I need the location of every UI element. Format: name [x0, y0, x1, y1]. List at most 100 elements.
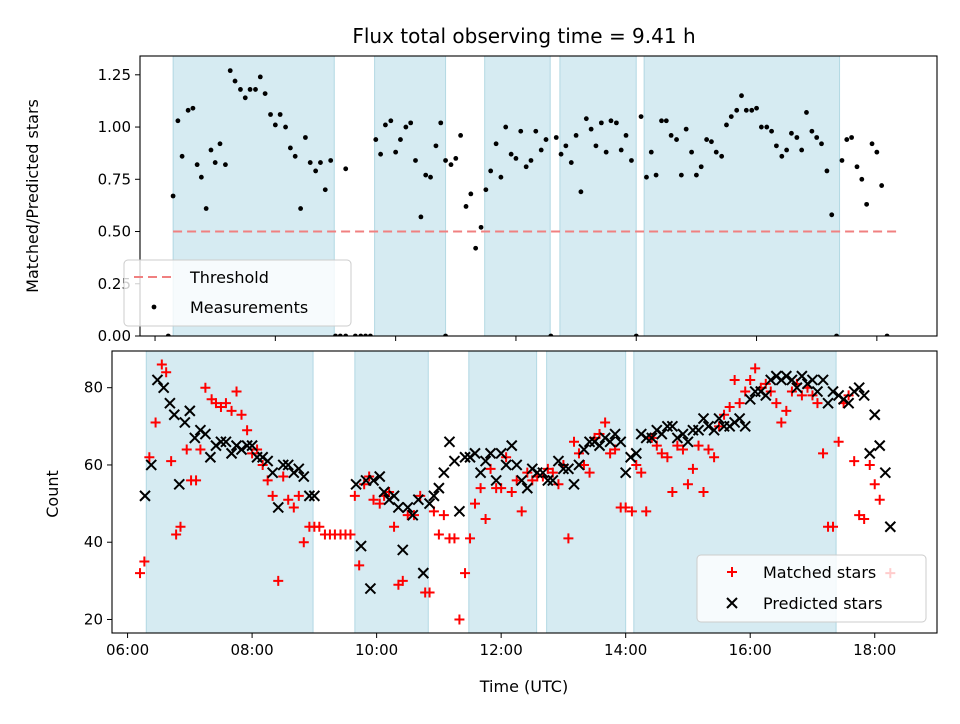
- matched-stars-point: [620, 502, 631, 513]
- predicted-stars-point: [474, 466, 487, 479]
- observing-interval-band: [374, 55, 447, 337]
- matched-stars-point: [267, 490, 278, 501]
- measurement-point: [754, 105, 759, 111]
- measurement-point: [468, 191, 474, 197]
- measurement-point: [814, 135, 820, 140]
- predicted-stars-point: [827, 385, 839, 398]
- measurement-point: [764, 124, 770, 130]
- measurement-point: [277, 112, 283, 117]
- measurement-point: [433, 143, 439, 149]
- measurement-point: [769, 128, 774, 134]
- measurement-point: [558, 151, 564, 157]
- measurement-point: [533, 128, 539, 134]
- measurement-point: [227, 68, 233, 74]
- predicted-stars-point: [293, 463, 305, 475]
- measurement-point: [734, 107, 740, 113]
- predicted-stars-point: [702, 420, 715, 433]
- y-tick-label: 1.00: [98, 118, 131, 136]
- predicted-stars-point: [884, 521, 897, 533]
- predicted-stars-point: [573, 459, 585, 471]
- legend-label-predicted: Predicted stars: [763, 594, 883, 613]
- predicted-stars-point: [853, 381, 865, 394]
- measurement-point: [478, 224, 484, 230]
- matched-stars-point: [687, 463, 698, 474]
- predicted-stars-point: [157, 381, 170, 394]
- predicted-stars-point: [593, 439, 606, 452]
- matched-stars-point: [454, 614, 465, 625]
- measurement-point: [473, 245, 479, 251]
- matched-stars-point: [600, 417, 611, 428]
- predicted-stars-point: [624, 451, 637, 463]
- predicted-stars-point: [350, 478, 362, 490]
- measurement-point: [488, 168, 494, 174]
- matched-stars-point: [298, 537, 309, 548]
- matched-stars-point: [724, 402, 735, 413]
- predicted-stars-point: [308, 490, 321, 502]
- matched-stars-point: [161, 367, 172, 378]
- measurement-point: [318, 160, 323, 165]
- measurement-point: [869, 141, 875, 147]
- predicted-stars-point: [511, 459, 523, 471]
- measurement-point: [378, 151, 384, 157]
- measurement-point: [578, 189, 584, 195]
- measurement-point: [538, 147, 544, 153]
- predicted-stars-point: [537, 466, 549, 479]
- predicted-stars-point: [744, 393, 756, 405]
- observing-interval-band: [546, 350, 627, 634]
- matched-stars-point: [812, 398, 823, 409]
- measurement-point: [618, 147, 624, 153]
- measurement-point: [633, 333, 639, 336]
- predicted-stars-point: [151, 374, 164, 386]
- matched-stars-point: [656, 448, 667, 459]
- predicted-stars-point: [500, 459, 512, 471]
- matched-stars-point: [345, 529, 356, 540]
- measurement-point: [864, 201, 870, 207]
- measurement-point: [352, 333, 358, 336]
- predicted-stars-point: [619, 466, 632, 479]
- matched-stars-point: [349, 490, 360, 501]
- predicted-stars-point: [671, 432, 684, 444]
- predicted-stars-point: [817, 374, 829, 386]
- predicted-stars-point: [417, 567, 430, 579]
- measurement-point: [779, 153, 785, 159]
- predicted-stars-point: [739, 420, 751, 433]
- measurement-point: [743, 107, 749, 113]
- measurement-point: [638, 114, 644, 119]
- predicted-stars-point: [407, 509, 419, 521]
- measurement-point: [498, 174, 504, 180]
- matched-stars-point: [200, 382, 211, 393]
- matched-stars-point: [818, 448, 829, 459]
- measurement-point: [874, 149, 880, 155]
- predicted-stars-point: [484, 447, 497, 460]
- measurement-point: [257, 74, 263, 80]
- measurement-point: [383, 122, 388, 128]
- predicted-stars-point: [355, 540, 367, 552]
- matched-stars-point: [424, 587, 435, 598]
- measurement-point: [854, 164, 860, 170]
- matched-stars-point: [195, 444, 206, 455]
- measurement-point: [373, 137, 379, 142]
- legend-label-measurements: Measurements: [190, 298, 308, 317]
- measurement-point: [588, 126, 594, 132]
- predicted-stars-point: [261, 455, 274, 467]
- matched-stars-point: [833, 436, 844, 447]
- predicted-stars-point: [220, 436, 232, 448]
- predicted-stars-point: [869, 409, 881, 421]
- matched-stars-point: [511, 475, 522, 486]
- matched-stars-point: [354, 560, 365, 571]
- measurement-point: [653, 172, 659, 178]
- measurement-point: [659, 118, 664, 124]
- measurement-point: [689, 149, 694, 155]
- predicted-stars-point: [542, 474, 554, 487]
- x-tick-label: 10:00: [355, 641, 398, 659]
- matched-stars-point: [460, 568, 471, 579]
- measurement-point: [483, 187, 489, 193]
- measurement-point: [262, 91, 268, 97]
- measurement-point: [428, 174, 433, 180]
- measurement-point: [398, 137, 403, 142]
- measurement-point: [804, 110, 809, 115]
- predicted-stars-point: [604, 436, 616, 448]
- matched-stars-point: [745, 374, 756, 385]
- matched-stars-point: [397, 575, 408, 586]
- matched-stars-point: [449, 533, 460, 544]
